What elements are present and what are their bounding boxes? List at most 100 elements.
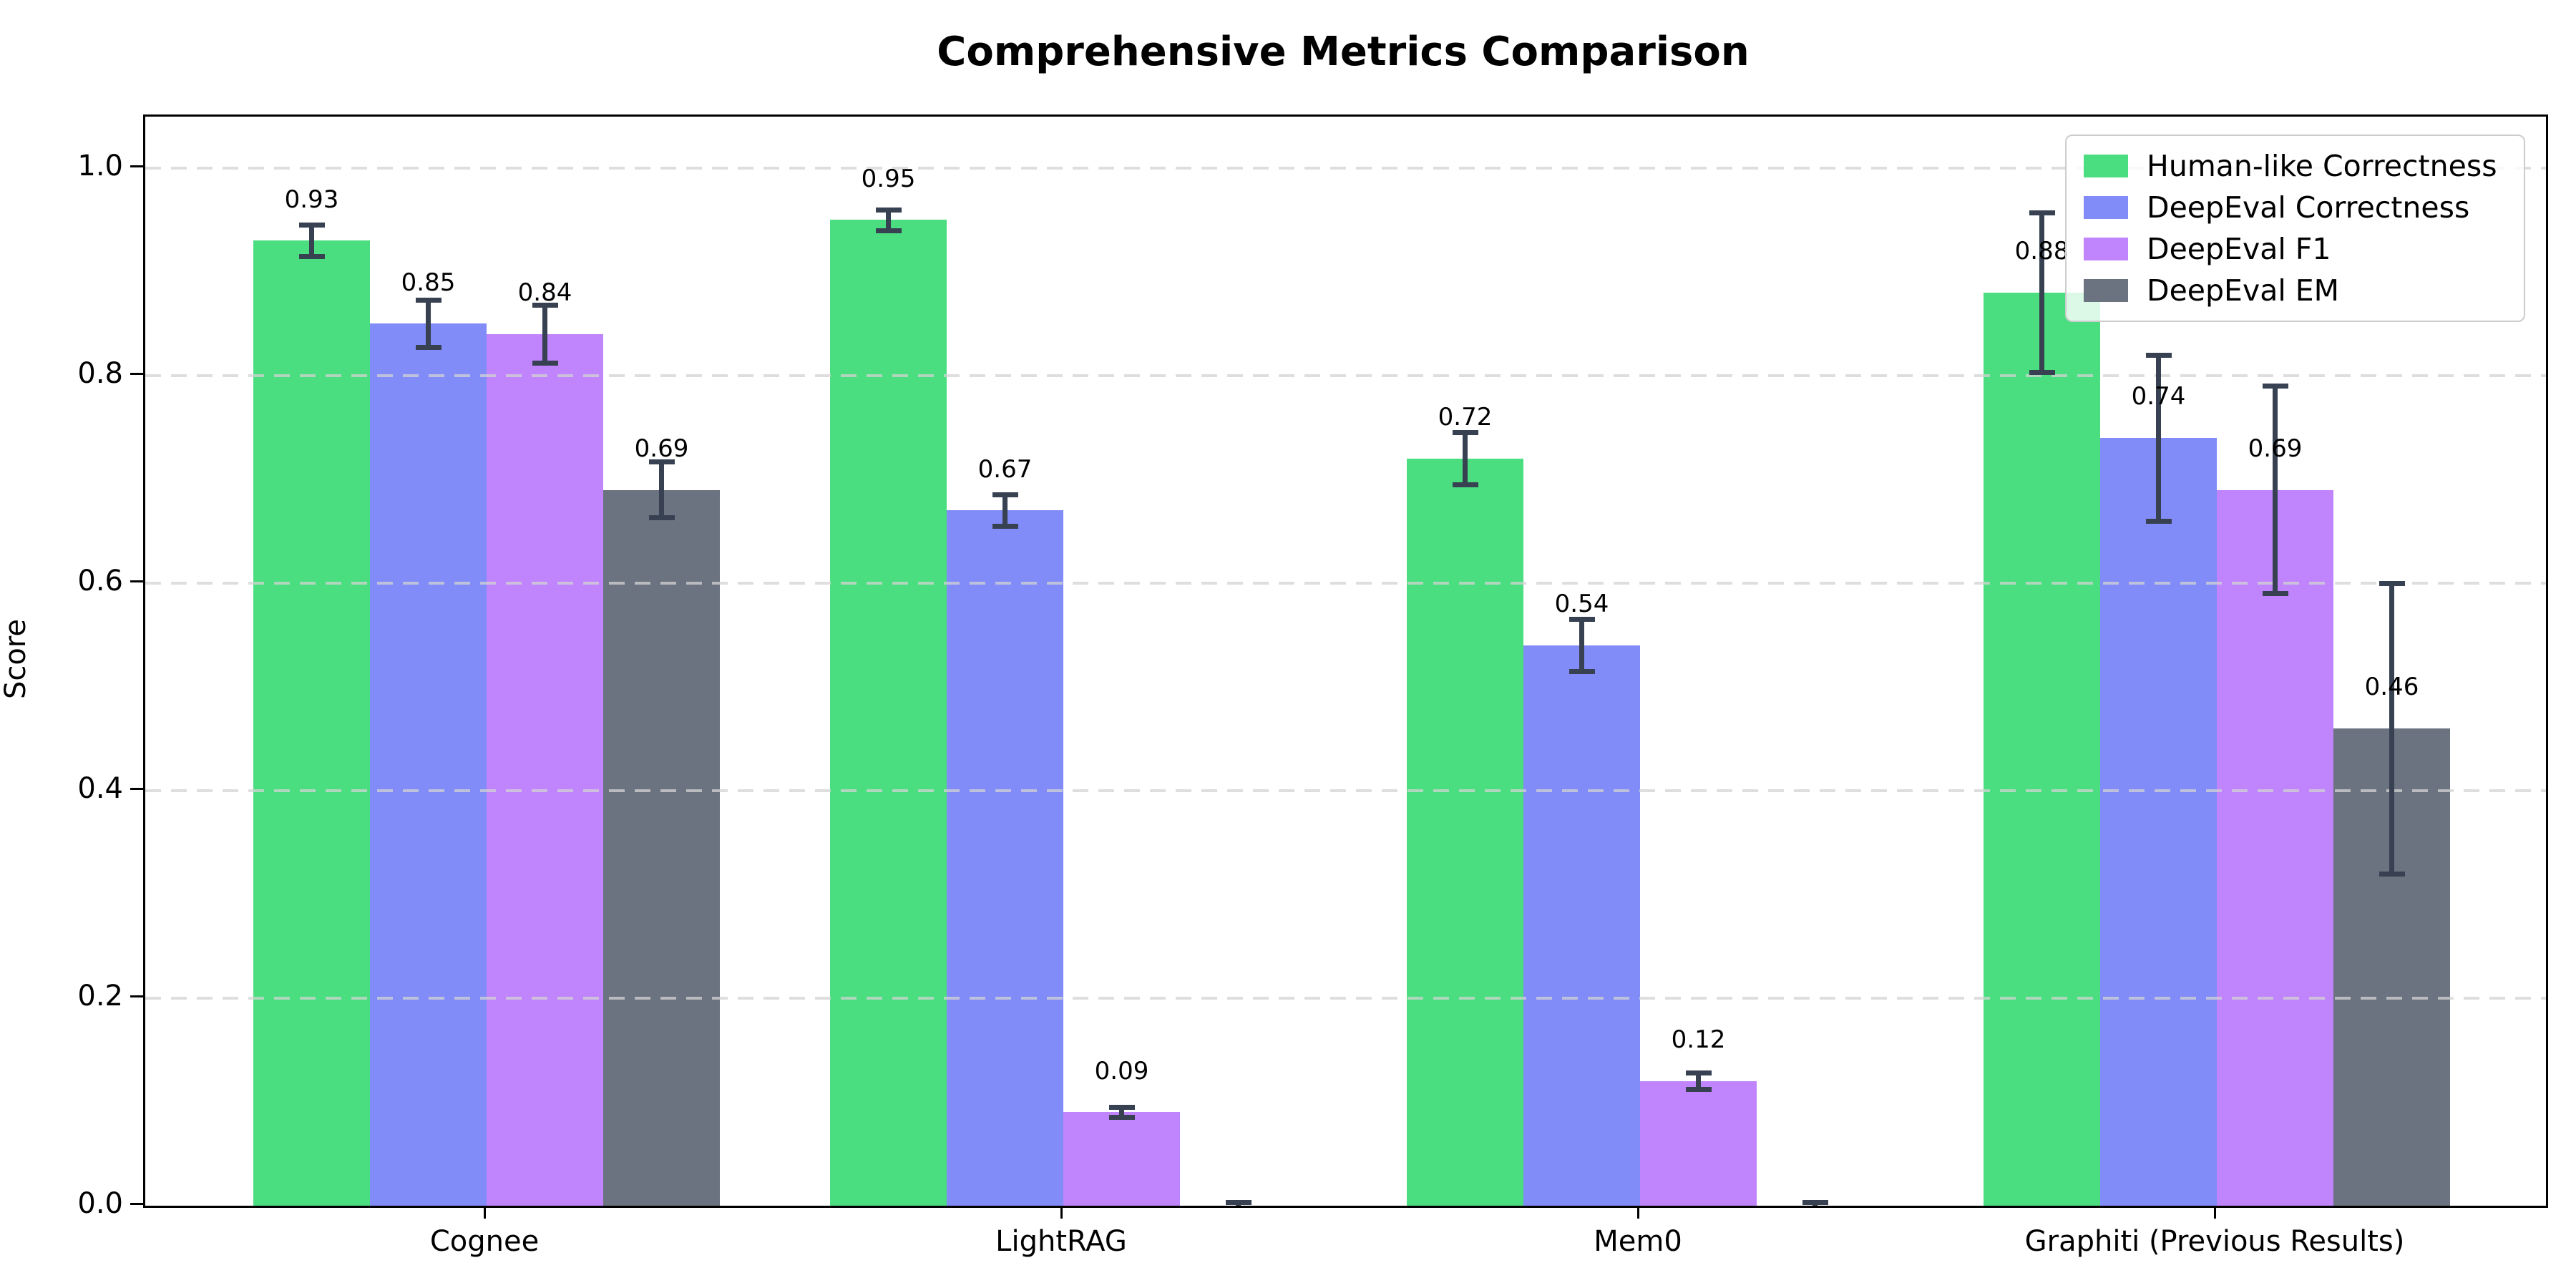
legend-item: DeepEval EM bbox=[2084, 272, 2524, 309]
error-bar bbox=[2389, 583, 2394, 874]
error-bar bbox=[309, 225, 314, 257]
error-bar bbox=[659, 462, 664, 518]
legend-label: DeepEval Correctness bbox=[2147, 190, 2470, 225]
error-bar-cap-top bbox=[298, 223, 325, 228]
bar-value-label: 0.93 bbox=[284, 185, 339, 214]
bar-human-like-correctness bbox=[830, 220, 947, 1206]
y-tick-label: 0.6 bbox=[77, 565, 123, 597]
legend-label: DeepEval F1 bbox=[2147, 232, 2331, 266]
error-bar bbox=[542, 305, 547, 364]
bar-deepeval-f1 bbox=[487, 334, 603, 1206]
error-bar bbox=[426, 300, 431, 348]
error-bar bbox=[1696, 1073, 1701, 1090]
y-tick-mark bbox=[130, 995, 143, 997]
bar-deepeval-f1 bbox=[2217, 490, 2333, 1206]
error-bar-cap-bottom bbox=[1452, 482, 1478, 487]
bar-value-label: 0.12 bbox=[1671, 1025, 1726, 1054]
bar-value-label: 0.69 bbox=[2248, 434, 2303, 463]
error-bar bbox=[2273, 386, 2278, 594]
gridline bbox=[145, 582, 2546, 585]
y-tick-mark bbox=[130, 787, 143, 790]
gridline bbox=[145, 789, 2546, 792]
bar-deepeval-f1 bbox=[1640, 1081, 1757, 1206]
error-bar-cap-top bbox=[532, 302, 558, 308]
error-bar-cap-bottom bbox=[2379, 871, 2405, 877]
bar-value-label: 0.09 bbox=[1094, 1056, 1149, 1085]
error-bar-cap-bottom bbox=[2262, 591, 2288, 596]
y-tick-mark bbox=[130, 580, 143, 582]
bar-value-label: 0.54 bbox=[1554, 590, 1609, 618]
bar-value-label: 0.84 bbox=[517, 278, 572, 307]
error-bar bbox=[2156, 355, 2161, 521]
bar-value-label: 0.85 bbox=[401, 268, 456, 297]
gridline bbox=[145, 997, 2546, 1000]
error-bar-cap-bottom bbox=[1108, 1115, 1135, 1121]
error-bar-cap-bottom bbox=[2145, 518, 2172, 524]
bar-value-label: 0.74 bbox=[2131, 382, 2186, 411]
x-tick-mark bbox=[1060, 1206, 1063, 1219]
y-tick-label: 0.4 bbox=[77, 772, 123, 805]
error-bar-cap-bottom bbox=[532, 361, 558, 366]
error-bar-cap-top bbox=[1685, 1070, 1712, 1075]
legend-label: DeepEval EM bbox=[2147, 273, 2340, 308]
error-bar-cap-top bbox=[648, 459, 675, 464]
error-bar bbox=[1002, 494, 1008, 527]
x-tick-mark bbox=[2213, 1206, 2216, 1219]
x-tick-label-graphiti-previous-results-: Graphiti (Previous Results) bbox=[2024, 1225, 2405, 1258]
bar-value-label: 0.46 bbox=[2364, 673, 2419, 701]
x-tick-mark bbox=[483, 1206, 486, 1219]
gridline bbox=[145, 167, 2546, 170]
error-bar-cap-bottom bbox=[1802, 1206, 1828, 1208]
error-bar bbox=[1463, 432, 1468, 485]
y-axis-label: Score bbox=[0, 618, 32, 700]
x-tick-label-cognee: Cognee bbox=[429, 1225, 540, 1258]
error-bar bbox=[886, 210, 891, 230]
y-tick-mark bbox=[130, 1202, 143, 1205]
gridline bbox=[145, 374, 2546, 377]
error-bar-cap-bottom bbox=[1568, 668, 1595, 674]
error-bar-cap-top bbox=[1225, 1200, 1252, 1206]
error-bar-cap-bottom bbox=[875, 228, 902, 233]
legend-item: DeepEval F1 bbox=[2084, 230, 2524, 268]
x-tick-label-lightrag: LightRAG bbox=[995, 1225, 1127, 1258]
error-bar-cap-top bbox=[2262, 384, 2288, 389]
y-tick-label: 0.0 bbox=[77, 1187, 123, 1220]
error-bar-cap-bottom bbox=[298, 253, 325, 259]
y-tick-mark bbox=[130, 372, 143, 375]
bar-value-label: 0.88 bbox=[2014, 237, 2069, 265]
error-bar-cap-bottom bbox=[992, 523, 1018, 529]
legend-swatch bbox=[2084, 196, 2128, 219]
bar-value-label: 0.72 bbox=[1438, 403, 1493, 431]
bar-value-label: 0.69 bbox=[634, 434, 689, 463]
x-tick-label-mem0: Mem0 bbox=[1594, 1225, 1682, 1258]
error-bar-cap-top bbox=[1802, 1200, 1828, 1206]
error-bar-cap-top bbox=[2145, 352, 2172, 358]
y-tick-label: 0.2 bbox=[77, 980, 123, 1013]
error-bar-cap-bottom bbox=[2029, 370, 2055, 376]
bar-deepeval-correctness bbox=[2100, 438, 2217, 1206]
error-bar bbox=[1579, 619, 1584, 672]
legend-swatch bbox=[2084, 279, 2128, 302]
legend: Human-like Correctness DeepEval Correctne… bbox=[2065, 135, 2525, 322]
error-bar-cap-top bbox=[1452, 430, 1478, 436]
legend-label: Human-like Correctness bbox=[2147, 149, 2497, 183]
chart-title: Comprehensive Metrics Comparison bbox=[937, 29, 1750, 75]
error-bar-cap-top bbox=[1568, 617, 1595, 623]
error-bar-cap-top bbox=[992, 492, 1018, 498]
bar-value-label: 0.67 bbox=[977, 454, 1033, 484]
legend-item: Human-like Correctness bbox=[2084, 147, 2524, 185]
bar-deepeval-em bbox=[603, 490, 720, 1206]
bar-human-like-correctness bbox=[1984, 293, 2100, 1206]
error-bar-cap-top bbox=[2029, 210, 2055, 215]
x-tick-mark bbox=[1636, 1206, 1639, 1219]
error-bar-cap-top bbox=[1108, 1104, 1135, 1110]
y-tick-label: 1.0 bbox=[77, 150, 123, 182]
bar-deepeval-correctness bbox=[1523, 645, 1640, 1206]
legend-swatch bbox=[2084, 155, 2128, 177]
legend-swatch bbox=[2084, 238, 2128, 260]
bar-deepeval-correctness bbox=[370, 323, 487, 1206]
bar-deepeval-f1 bbox=[1063, 1112, 1180, 1206]
bar-deepeval-correctness bbox=[947, 510, 1063, 1206]
y-tick-label: 0.8 bbox=[77, 357, 123, 390]
